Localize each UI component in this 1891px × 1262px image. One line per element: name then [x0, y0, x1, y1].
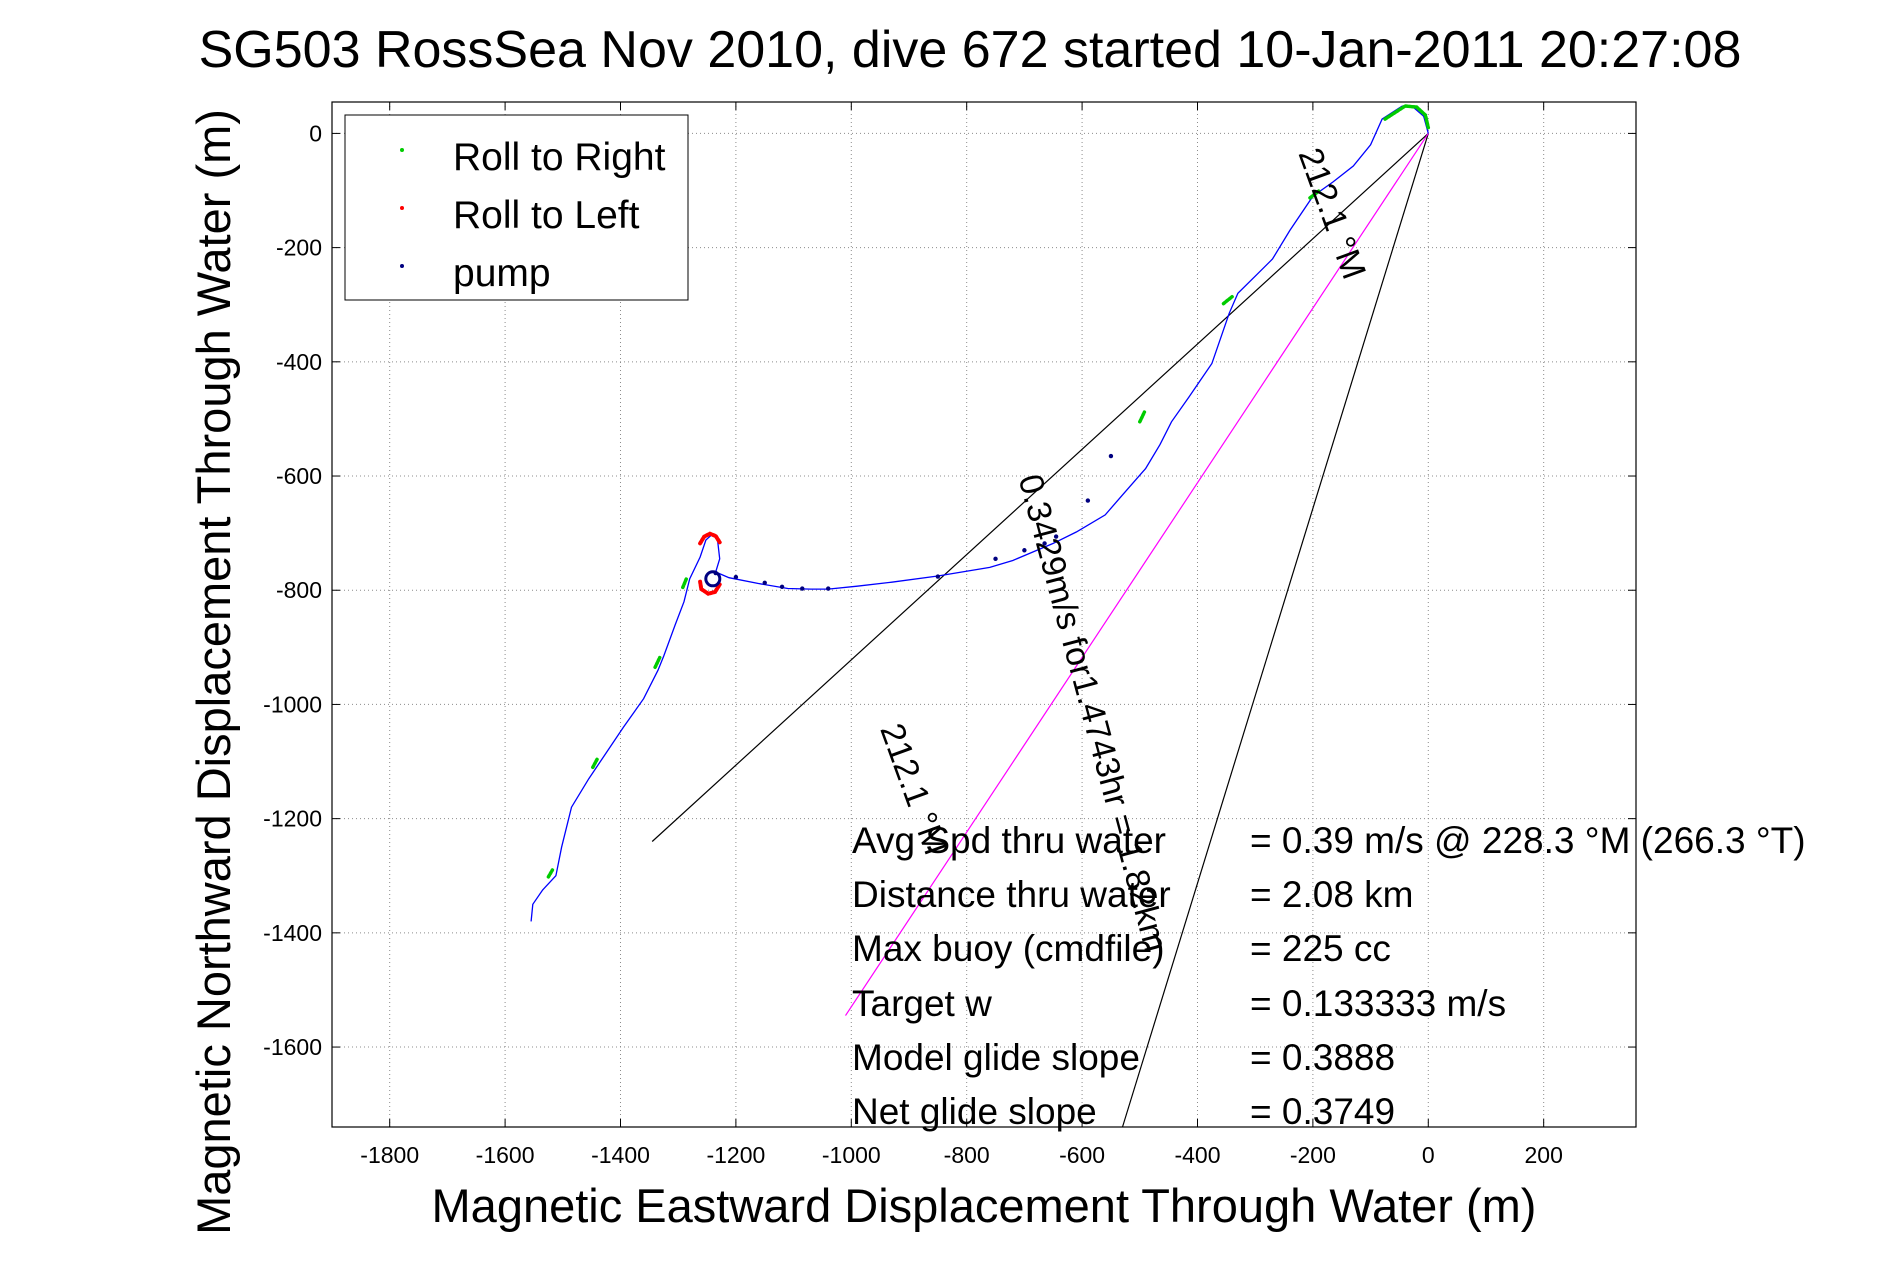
- x-tick-label: -400: [1174, 1142, 1220, 1168]
- pump-marker: [733, 574, 739, 580]
- x-tick-label: -1200: [706, 1142, 765, 1168]
- pump-marker: [826, 586, 831, 591]
- x-tick-label: -1800: [360, 1142, 419, 1168]
- pump-marker: [1053, 534, 1059, 539]
- roll-right-marker: [1138, 410, 1147, 424]
- pump-marker: [1042, 541, 1047, 546]
- roll-right-marker: [1308, 189, 1321, 200]
- x-tick-label: -1600: [476, 1142, 535, 1168]
- legend-label-pump: pump: [453, 252, 551, 295]
- stat-value: = 0.3888: [1250, 1037, 1395, 1078]
- pump-marker-cluster: [704, 570, 722, 588]
- legend-marker-roll-right: [400, 148, 404, 152]
- stat-value: = 225 cc: [1250, 928, 1391, 969]
- y-axis-ticks: 0 -200 -400 -600 -800 -1000 -1200 -1400 -1600: [263, 120, 1636, 1060]
- pump-marker: [762, 580, 767, 586]
- stat-value: = 0.3749: [1250, 1091, 1395, 1132]
- track: [530, 105, 1429, 922]
- stat-label: Net glide slope: [852, 1091, 1097, 1132]
- y-tick-label: -1600: [263, 1034, 322, 1060]
- pump-marker: [800, 586, 805, 591]
- pump-marker: [993, 556, 998, 562]
- roll-left-marker: [698, 531, 722, 546]
- y-tick-label: -400: [276, 349, 322, 375]
- legend-marker-roll-left: [400, 206, 404, 210]
- roll-right-marker: [1383, 104, 1431, 130]
- legend-marker-pump: [400, 264, 404, 268]
- dive-statistics: Avg Spd thru water = 0.39 m/s @ 228.3 °M…: [852, 820, 1806, 1132]
- y-tick-label: 0: [309, 120, 322, 146]
- y-tick-label: -200: [276, 235, 322, 261]
- x-axis-ticks: -1800 -1600 -1400 -1200 -1000 -800 -600 -400 -20…: [360, 102, 1563, 1168]
- legend-label-roll-left: Roll to Left: [453, 194, 640, 237]
- y-tick-label: -1000: [263, 691, 322, 717]
- pump-marker: [713, 570, 718, 576]
- legend: Roll to Right Roll to Left pump: [344, 114, 689, 301]
- roll-right-marker: [1221, 294, 1234, 306]
- y-tick-label: -600: [276, 463, 322, 489]
- roll-left-marker: [698, 579, 722, 596]
- stat-label: Avg Spd thru water: [852, 820, 1166, 861]
- roll-right-marker: [681, 575, 689, 590]
- grid: [332, 102, 1636, 1127]
- pump-marker: [935, 574, 941, 579]
- y-tick-label: -1200: [263, 806, 322, 832]
- legend-label-roll-right: Roll to Right: [453, 136, 666, 179]
- roll-right-marker: [591, 756, 600, 770]
- roll-right-marker: [546, 868, 555, 879]
- plot-area: [331, 101, 1637, 1128]
- x-tick-label: -600: [1059, 1142, 1105, 1168]
- track-line: [530, 105, 1429, 922]
- pump-marker: [1108, 453, 1114, 459]
- x-axis-label: Magnetic Eastward Displacement Through W…: [432, 1179, 1537, 1232]
- x-tick-label: -1400: [591, 1142, 650, 1168]
- reference-line: [844, 133, 1429, 1016]
- stat-label: Max buoy (cmdfile): [852, 928, 1165, 969]
- y-tick-label: -800: [276, 577, 322, 603]
- y-tick-label: -1400: [263, 920, 322, 946]
- x-tick-label: -1000: [822, 1142, 881, 1168]
- stat-value: = 0.39 m/s @ 228.3 °M (266.3 °T): [1250, 820, 1806, 861]
- chart-title: SG503 RossSea Nov 2010, dive 672 started…: [199, 21, 1742, 79]
- x-tick-label: -200: [1290, 1142, 1336, 1168]
- reference-lines: [651, 132, 1429, 1128]
- stat-value: = 0.133333 m/s: [1250, 983, 1506, 1024]
- markers: [546, 104, 1431, 879]
- stat-value: = 2.08 km: [1250, 874, 1414, 915]
- pump-marker: [1022, 548, 1027, 553]
- pump-marker: [779, 584, 785, 590]
- roll-right-marker: [653, 655, 662, 670]
- y-axis-label: Magnetic Northward Displacement Through …: [187, 109, 240, 1235]
- stat-label: Model glide slope: [852, 1037, 1140, 1078]
- x-tick-label: -800: [944, 1142, 990, 1168]
- stat-label: Target w: [852, 983, 992, 1024]
- pump-marker: [1085, 498, 1091, 503]
- x-tick-label: 200: [1524, 1142, 1562, 1168]
- reference-line: [651, 132, 1429, 842]
- reference-line: [1121, 133, 1429, 1128]
- stat-label: Distance thru water: [852, 874, 1171, 915]
- x-tick-label: 0: [1422, 1142, 1435, 1168]
